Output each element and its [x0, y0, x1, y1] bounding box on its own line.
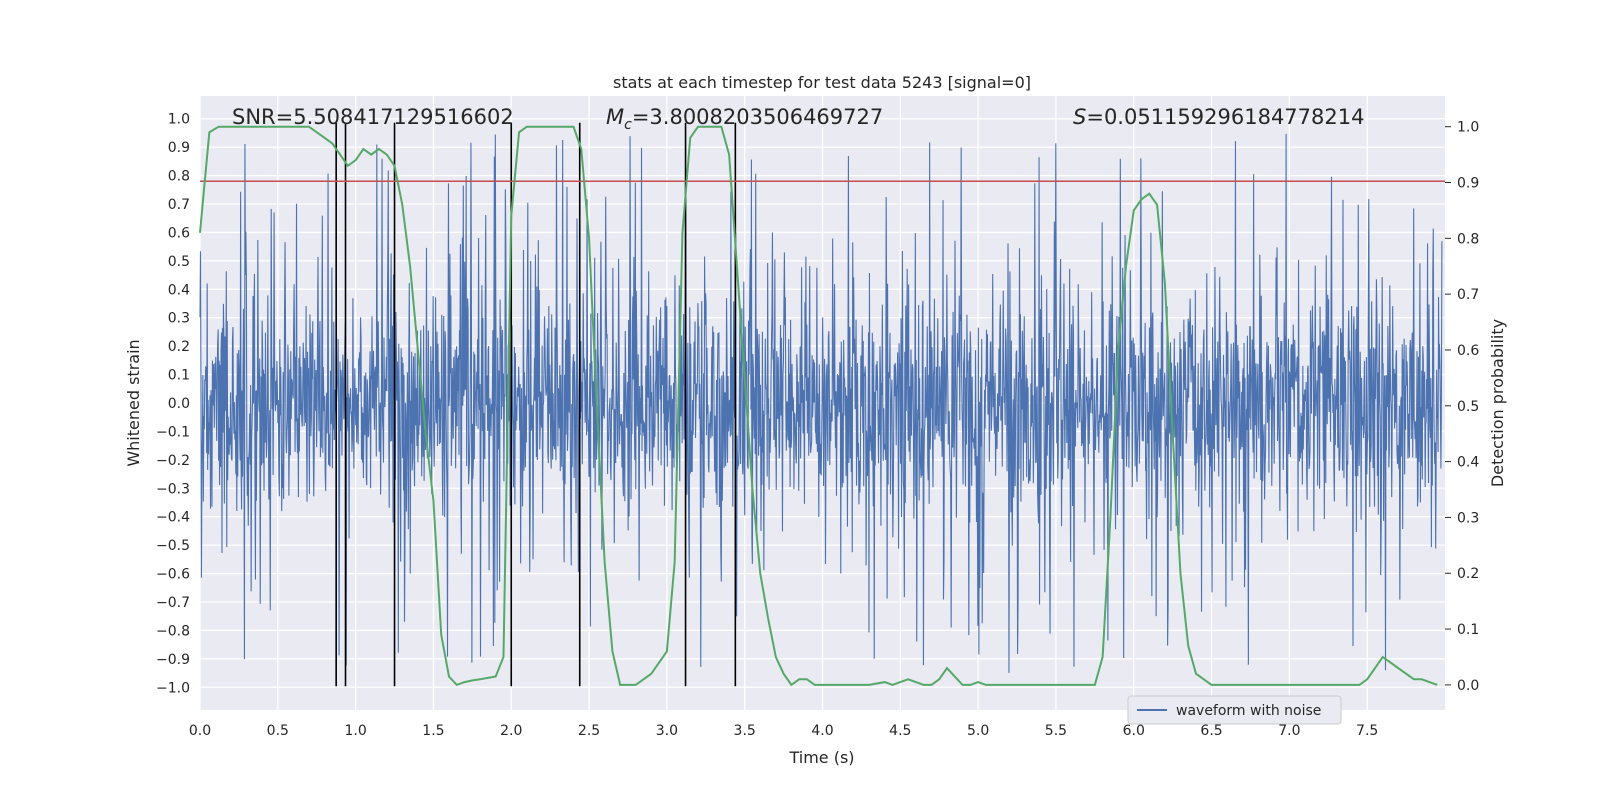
y-left-tick-label: 0.3 [168, 311, 190, 327]
probability-line [199, 125, 1438, 687]
vertical-lines [335, 122, 737, 687]
y-right-axis-label: Detection probability [1488, 319, 1507, 487]
y-right-tick-label: 0.8 [1457, 231, 1479, 247]
legend: waveform with noise [1127, 695, 1342, 725]
y-left-axis-label: Whitened strain [124, 339, 143, 466]
x-tick-label: 4.0 [811, 723, 833, 739]
y-left-tick-label: 0.5 [168, 254, 190, 270]
y-right-tick-labels: 1.0 0.9 0.8 0.7 0.6 0.5 0.4 0.3 0.2 0.1 0.0 [1445, 120, 1479, 694]
x-tick-label: 5.5 [1045, 723, 1067, 739]
y-right-tick-label: 1.0 [1457, 120, 1479, 136]
y-left-tick-label: 0.9 [168, 140, 190, 156]
x-tick-label: 6.5 [1200, 723, 1222, 739]
y-left-tick-label: 0.7 [168, 197, 190, 213]
x-tick-label: 5.0 [967, 723, 989, 739]
y-right-tick-label: 0.0 [1457, 678, 1479, 694]
y-left-tick-labels: 1.0 0.9 0.8 0.7 0.6 0.5 0.4 0.3 0.2 0.1 0.0 −0.1 −0.… [156, 112, 190, 697]
y-left-tick-label: 0.0 [168, 396, 190, 412]
x-tick-label: 6.0 [1123, 723, 1145, 739]
y-left-tick-label: 0.8 [168, 169, 190, 185]
mc-annotation: Mc=3.8008203506469727 [606, 105, 883, 133]
y-left-tick-label: 0.1 [168, 368, 190, 384]
s-symbol: S [1073, 105, 1086, 129]
x-tick-label: 7.5 [1356, 723, 1378, 739]
y-left-tick-label: −0.5 [156, 538, 190, 554]
y-left-tick-label: −0.6 [156, 567, 190, 583]
x-axis-label: Time (s) [788, 748, 854, 767]
y-left-tick-label: 0.4 [168, 282, 190, 298]
snr-annotation: SNR=5.508417129516602 [232, 105, 514, 129]
y-right-tick-label: 0.6 [1457, 343, 1479, 359]
y-left-tick-label: −0.8 [156, 623, 190, 639]
y-left-tick-label: −0.2 [156, 453, 190, 469]
s-annotation: S=0.051159296184778214 [1073, 105, 1364, 129]
mc-subscript: c [624, 117, 632, 133]
x-tick-labels: 0.0 0.5 1.0 1.5 2.0 2.5 3.0 3.5 4.0 4.5 5.0 5.5 6.0 6… [189, 723, 1378, 739]
y-right-tick-label: 0.9 [1457, 176, 1479, 192]
s-value: =0.051159296184778214 [1086, 105, 1364, 129]
waveform-line [199, 133, 1443, 673]
x-tick-label: 2.0 [500, 723, 522, 739]
y-left-tick-label: −0.7 [156, 595, 190, 611]
y-left-tick-label: −0.9 [156, 652, 190, 668]
y-left-tick-label: 1.0 [168, 112, 190, 128]
x-tick-label: 0.5 [267, 723, 289, 739]
y-right-tick-label: 0.4 [1457, 455, 1479, 471]
y-right-tick-label: 0.2 [1457, 566, 1479, 582]
y-right-tick-label: 0.7 [1457, 287, 1479, 303]
x-tick-label: 4.5 [889, 723, 911, 739]
y-left-tick-label: 0.6 [168, 225, 190, 241]
x-tick-label: 1.5 [422, 723, 444, 739]
x-tick-label: 3.0 [656, 723, 678, 739]
y-left-tick-label: −0.3 [156, 481, 190, 497]
mc-value: =3.8008203506469727 [632, 105, 883, 129]
y-right-tick-label: 0.3 [1457, 510, 1479, 526]
mc-symbol: M [606, 105, 624, 129]
legend-label: waveform with noise [1176, 703, 1321, 719]
x-tick-label: 2.5 [578, 723, 600, 739]
x-tick-label: 7.0 [1278, 723, 1300, 739]
y-left-tick-label: −0.1 [156, 424, 190, 440]
chart-title: stats at each timestep for test data 524… [613, 73, 1031, 92]
y-left-tick-label: 0.2 [168, 339, 190, 355]
y-right-tick-label: 0.5 [1457, 399, 1479, 415]
waveform-series [199, 133, 1443, 673]
legend-box [1127, 695, 1342, 725]
x-tick-label: 0.0 [189, 723, 211, 739]
y-left-tick-label: −1.0 [156, 680, 190, 696]
probability-series [199, 125, 1438, 687]
y-right-tick-label: 0.1 [1457, 622, 1479, 638]
x-tick-label: 3.5 [734, 723, 756, 739]
x-tick-label: 1.0 [344, 723, 366, 739]
y-left-tick-label: −0.4 [156, 510, 190, 526]
